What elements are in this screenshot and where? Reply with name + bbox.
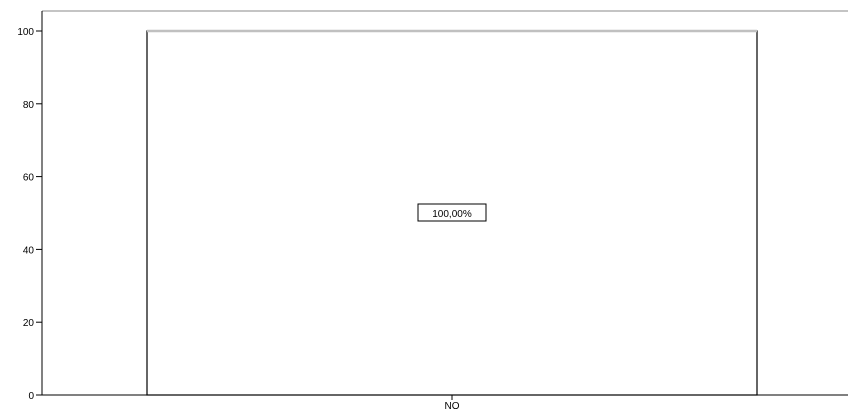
y-tick-label: 20 — [23, 318, 35, 329]
y-tick-label: 80 — [23, 100, 35, 111]
y-axis-ticks: 0 20 40 60 80 100 — [17, 27, 42, 402]
data-label: 100,00% — [432, 209, 472, 220]
y-tick-label: 100 — [17, 27, 34, 38]
x-axis-ticks: NO — [445, 395, 460, 412]
y-tick-label: 40 — [23, 245, 35, 256]
y-tick-label: 0 — [28, 391, 34, 402]
bars-group: 100,00% — [147, 31, 757, 395]
y-tick-label: 60 — [23, 173, 35, 184]
x-tick-label: NO — [445, 401, 460, 412]
